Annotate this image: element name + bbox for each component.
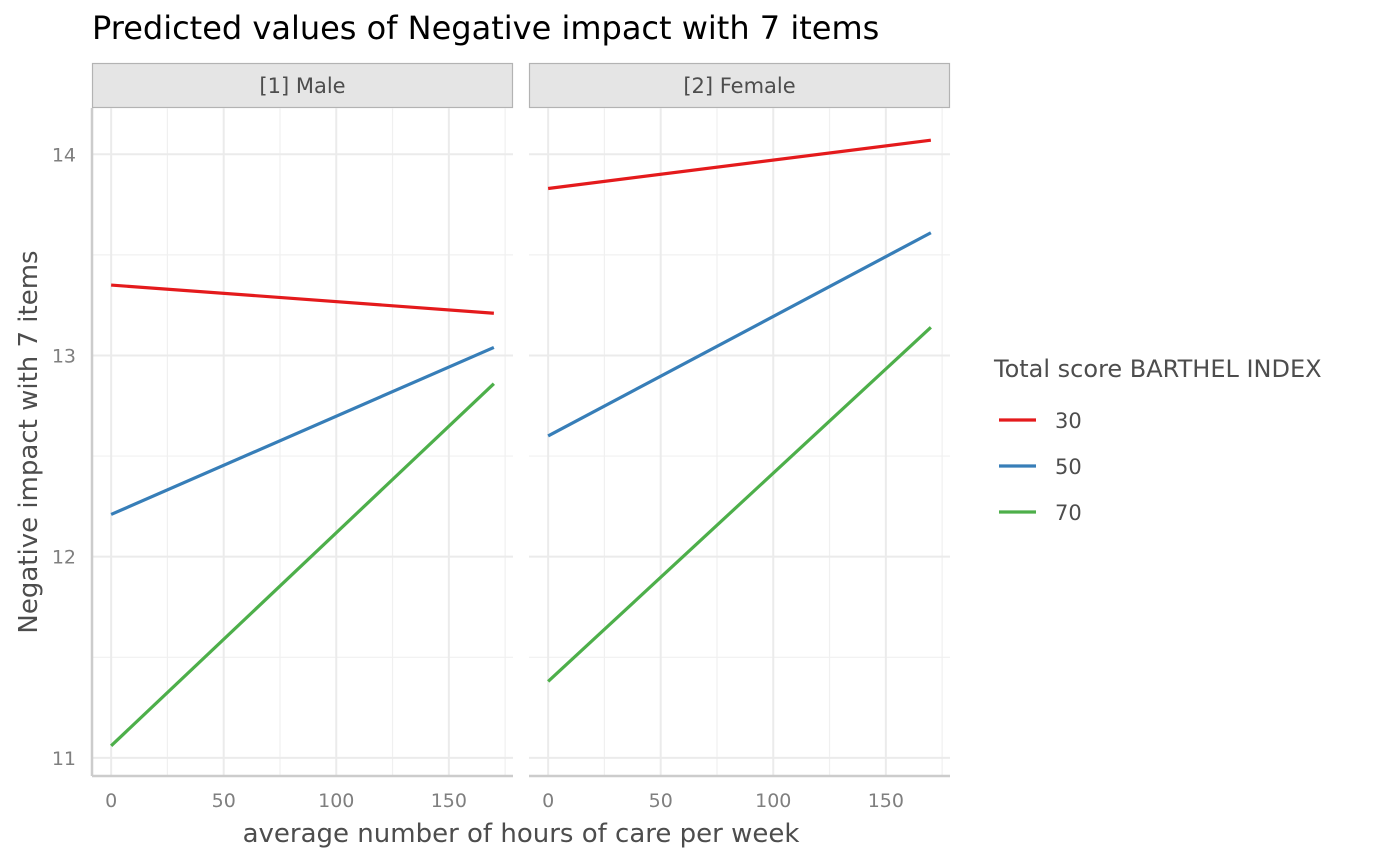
x-tick-label: 0 [542, 790, 554, 812]
legend-title: Total score BARTHEL INDEX [993, 355, 1322, 383]
panel-2: [2] Female 0 50 100 150 [528, 62, 951, 812]
series-line-30 [111, 283, 494, 315]
facet-strip-label: [2] Female [683, 74, 795, 98]
series-line-50 [110, 345, 495, 516]
x-tick-label: 100 [318, 790, 354, 812]
y-axis-title: Negative impact with 7 items [14, 250, 44, 633]
x-tick-label: 100 [755, 790, 791, 812]
y-tick-label: 11 [52, 748, 76, 770]
legend-label: 70 [1055, 501, 1082, 525]
series-line-30 [547, 138, 932, 191]
chart-title: Predicted values of Negative impact with… [92, 9, 879, 47]
legend-label: 50 [1055, 455, 1082, 479]
x-tick-label: 50 [212, 790, 236, 812]
x-tick-label: 0 [105, 790, 117, 812]
facet-strip-label: [1] Male [259, 74, 345, 98]
series-line-70 [547, 326, 932, 683]
panel-1: [1] Male 11 12 13 14 0 50 100 150 [52, 62, 514, 812]
y-tick-label: 14 [52, 144, 76, 166]
panels: [1] Male 11 12 13 14 0 50 100 150 [2] Female 0 50 10… [52, 62, 951, 812]
x-tick-label: 150 [868, 790, 904, 812]
legend: Total score BARTHEL INDEX 30 50 70 [993, 355, 1322, 525]
y-tick-label: 13 [52, 345, 76, 367]
y-tick-label: 12 [52, 547, 76, 569]
x-tick-label: 150 [431, 790, 467, 812]
legend-label: 30 [1055, 409, 1082, 433]
series-line-70 [110, 382, 495, 747]
x-axis-title: average number of hours of care per week [243, 819, 800, 849]
facet-strip [91, 62, 514, 109]
facet-strip [528, 62, 951, 109]
series-line-50 [547, 231, 932, 438]
x-tick-label: 50 [649, 790, 673, 812]
